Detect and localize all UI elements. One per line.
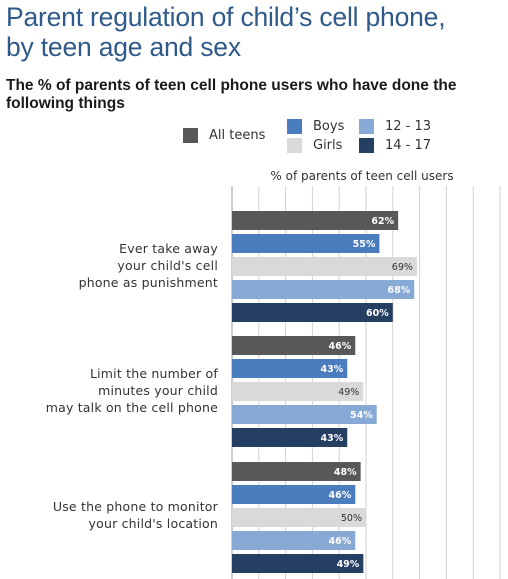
bar bbox=[232, 508, 366, 527]
bar bbox=[232, 336, 356, 355]
legend-label-age-12-13: 12 - 13 bbox=[385, 118, 432, 134]
bar-value-label: 49% bbox=[337, 559, 360, 570]
category-label-line: minutes your child bbox=[98, 383, 218, 398]
category-label-line: Use the phone to monitor bbox=[52, 499, 218, 514]
chart-title-line-2: by teen age and sex bbox=[6, 32, 241, 62]
bar bbox=[232, 382, 364, 401]
category-label-line: may talk on the cell phone bbox=[45, 400, 218, 415]
category-label-line: Limit the number of bbox=[89, 366, 218, 381]
legend-swatch-girls bbox=[287, 137, 302, 153]
chart-title: Parent regulation of child’s cell phone,… bbox=[6, 2, 506, 62]
bar bbox=[232, 211, 399, 230]
legend-item-all-teens: All teens bbox=[183, 127, 265, 143]
bar-value-label: 55% bbox=[353, 239, 376, 250]
bar-value-label: 50% bbox=[341, 513, 362, 524]
chart-title-line-1: Parent regulation of child’s cell phone, bbox=[6, 2, 446, 32]
category-label-line: your child's cell bbox=[117, 258, 218, 273]
bar bbox=[232, 359, 348, 378]
bar-value-label: 62% bbox=[371, 216, 394, 227]
category-label-limit-minutes: Limit the number of minutes your child m… bbox=[18, 365, 218, 416]
chart-subtitle-line-1: The % of parents of teen cell phone user… bbox=[6, 77, 457, 94]
legend-swatch-boys bbox=[287, 118, 302, 134]
legend-label-all-teens: All teens bbox=[209, 127, 266, 143]
legend-item-age-12-13: 12 - 13 bbox=[359, 118, 431, 134]
bar bbox=[232, 257, 417, 276]
bar-value-label: 46% bbox=[329, 341, 352, 352]
category-label-line: phone as punishment bbox=[78, 275, 218, 290]
bar bbox=[232, 303, 393, 322]
bar-value-label: 46% bbox=[329, 536, 352, 547]
bar-value-label: 48% bbox=[334, 467, 357, 478]
legend-label-age-14-17: 14 - 17 bbox=[385, 137, 432, 153]
bar bbox=[232, 234, 380, 253]
legend-item-boys: Boys bbox=[287, 118, 344, 134]
bar-value-label: 60% bbox=[366, 308, 389, 319]
chart-subtitle: The % of parents of teen cell phone user… bbox=[6, 77, 506, 113]
bar-value-label: 49% bbox=[338, 387, 359, 398]
category-label-punishment: Ever take away your child's cell phone a… bbox=[18, 240, 218, 291]
x-axis-title: % of parents of teen cell users bbox=[270, 169, 454, 183]
bar bbox=[232, 531, 356, 550]
legend-swatch-all-teens bbox=[183, 127, 198, 143]
bar bbox=[232, 428, 348, 447]
category-label-monitor-location: Use the phone to monitor your child's lo… bbox=[18, 498, 218, 532]
legend-swatch-age-14-17 bbox=[359, 137, 374, 153]
legend-item-age-14-17: 14 - 17 bbox=[359, 137, 431, 153]
bar-value-label: 69% bbox=[392, 262, 413, 273]
legend-item-girls: Girls bbox=[287, 137, 342, 153]
bar bbox=[232, 280, 415, 299]
bar-value-label: 68% bbox=[387, 285, 410, 296]
legend-label-boys: Boys bbox=[313, 118, 345, 134]
bar-value-label: 43% bbox=[320, 364, 343, 375]
bar bbox=[232, 554, 364, 573]
bar bbox=[232, 405, 377, 424]
bar bbox=[232, 485, 356, 504]
bar-value-label: 54% bbox=[350, 410, 373, 421]
category-label-line: your child's location bbox=[88, 516, 218, 531]
bar-value-label: 43% bbox=[320, 433, 343, 444]
chart-subtitle-line-2: following things bbox=[6, 95, 125, 112]
legend-label-girls: Girls bbox=[313, 137, 343, 153]
legend-swatch-age-12-13 bbox=[359, 118, 374, 134]
bar-value-label: 46% bbox=[329, 490, 352, 501]
category-label-line: Ever take away bbox=[119, 241, 218, 256]
bar bbox=[232, 462, 361, 481]
